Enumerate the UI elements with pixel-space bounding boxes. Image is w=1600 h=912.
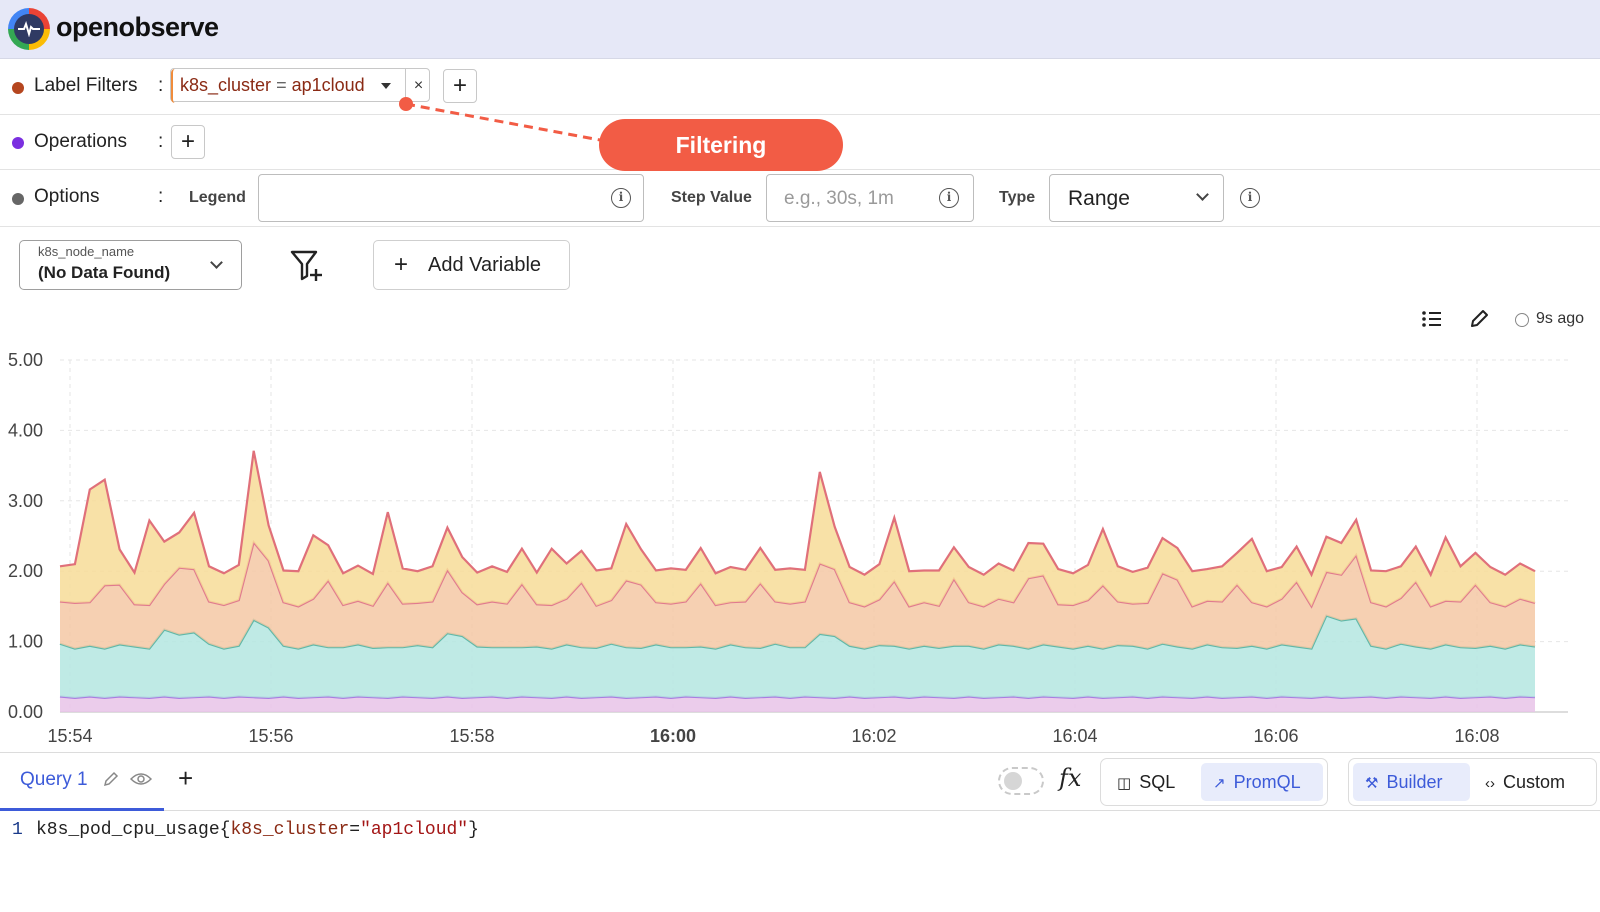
rename-pencil-icon[interactable] — [103, 771, 119, 787]
operations-colon: : — [158, 131, 164, 152]
label-filter-chip-selector[interactable]: k8s_cluster = ap1cloud — [171, 69, 405, 103]
x-tick-label: 16:06 — [1253, 726, 1298, 746]
options-colon: : — [158, 186, 164, 207]
label-filters-label: Label Filters — [34, 75, 138, 96]
x-tick-label: 16:02 — [851, 726, 896, 746]
clock-icon — [1515, 313, 1529, 327]
sql-label: SQL — [1139, 772, 1176, 792]
chevron-down-icon — [210, 256, 223, 269]
custom-button[interactable]: ‹› Custom — [1473, 763, 1594, 801]
variable-value: (No Data Found) — [38, 263, 171, 282]
promql-label: PromQL — [1233, 772, 1301, 792]
database-icon: ◫ — [1117, 775, 1132, 792]
query-code: k8s_pod_cpu_usage{k8s_cluster="ap1cloud"… — [36, 820, 479, 840]
filtering-annotation: Filtering — [599, 119, 843, 171]
series-line-4 — [59, 450, 1536, 578]
equals-sign: = — [349, 820, 361, 840]
closing-brace: } — [468, 820, 479, 840]
x-tick-label: 15:54 — [47, 726, 92, 746]
type-select-value: Range — [1068, 187, 1130, 210]
chip-label: k8s_cluster — [180, 75, 272, 95]
code-icon: ‹› — [1485, 775, 1495, 792]
add-label-filter-button[interactable]: + — [443, 69, 477, 103]
chip-value: ap1cloud — [291, 75, 365, 95]
label-filters-colon: : — [158, 75, 164, 96]
series-area-2 — [60, 615, 1535, 698]
chip-caret-icon[interactable] — [381, 83, 391, 89]
legend-input[interactable]: i — [258, 174, 644, 222]
legend-info-icon[interactable]: i — [611, 188, 631, 208]
k8s-node-name-variable[interactable]: k8s_node_name (No Data Found) — [19, 240, 242, 290]
query-bar: Query 1 + fx ◫ SQL ↗ PromQL ⚒ Builder ‹› Cus… — [0, 752, 1600, 811]
app-name: openobserve — [56, 12, 219, 42]
add-variable-label: Add Variable — [428, 254, 542, 276]
tab-query-1[interactable]: Query 1 — [20, 769, 153, 791]
options-label: Options — [34, 186, 100, 207]
query-mode-toggle: ⚒ Builder ‹› Custom — [1348, 758, 1597, 806]
y-tick-label: 5.00 — [8, 350, 43, 370]
label-filters-row: Label Filters : k8s_cluster = ap1cloud ×… — [0, 59, 1600, 115]
options-row: Options : Legend i Step Value e.g., 30s,… — [0, 170, 1600, 227]
series-area-3 — [60, 542, 1535, 649]
series-area-4 — [60, 450, 1535, 607]
type-info-icon[interactable]: i — [1240, 188, 1260, 208]
y-tick-label: 1.00 — [8, 632, 43, 652]
builder-label: Builder — [1386, 772, 1443, 792]
step-value-info-icon[interactable]: i — [939, 188, 959, 208]
operations-dot — [12, 137, 24, 149]
add-variable-button[interactable]: + Add Variable — [373, 240, 570, 290]
last-refreshed: 9s ago — [1536, 310, 1585, 327]
trend-icon: ↗ — [1213, 775, 1226, 792]
query-editor[interactable]: 1 k8s_pod_cpu_usage{k8s_cluster="ap1clou… — [0, 812, 1600, 912]
fx-function-button[interactable]: fx — [1059, 764, 1082, 792]
promql-button[interactable]: ↗ PromQL — [1201, 763, 1323, 801]
cpu-usage-chart: 0.00 1.00 2.00 3.00 4.00 5.00 15:54 15:56 15:58 1… — [8, 350, 1568, 746]
x-tick-label: 15:58 — [449, 726, 494, 746]
label-filters-dot — [12, 82, 24, 94]
query-toggle[interactable] — [998, 767, 1044, 795]
metric-name: k8s_pod_cpu_usage{ — [36, 820, 231, 840]
sql-button[interactable]: ◫ SQL — [1105, 763, 1201, 801]
variable-label: k8s_node_name — [38, 244, 135, 259]
add-query-button[interactable]: + — [178, 763, 194, 793]
add-filter-icon[interactable] — [289, 249, 325, 283]
step-value-label: Step Value — [671, 189, 752, 206]
chip-operator: = — [276, 75, 287, 95]
logo-icon — [8, 8, 50, 50]
app-header: openobserve — [0, 0, 1600, 59]
query-language-toggle: ◫ SQL ↗ PromQL — [1100, 758, 1328, 806]
step-value-input[interactable]: e.g., 30s, 1m i — [766, 174, 974, 222]
active-tab-indicator — [0, 808, 164, 811]
x-tick-label: 15:56 — [248, 726, 293, 746]
edit-pencil-icon[interactable] — [1468, 308, 1490, 330]
operations-label: Operations — [34, 131, 127, 152]
label-value: "ap1cloud" — [360, 820, 469, 840]
y-tick-label: 2.00 — [8, 561, 43, 581]
add-operation-button[interactable]: + — [171, 125, 205, 159]
custom-label: Custom — [1503, 772, 1566, 792]
legend-label: Legend — [189, 189, 246, 206]
options-dot — [12, 193, 24, 205]
x-tick-label: 16:08 — [1454, 726, 1499, 746]
type-label: Type — [999, 189, 1036, 206]
line-number: 1 — [12, 820, 23, 840]
query-tab-label: Query 1 — [20, 769, 88, 790]
chip-remove-button[interactable]: × — [405, 69, 431, 103]
series-area-1 — [60, 696, 1535, 712]
y-tick-label: 3.00 — [8, 491, 43, 511]
y-tick-label: 0.00 — [8, 702, 43, 722]
step-value-placeholder: e.g., 30s, 1m — [784, 188, 894, 209]
x-tick-label: 16:00 — [650, 726, 696, 746]
plus-icon: + — [394, 251, 409, 278]
type-select[interactable]: Range — [1049, 174, 1224, 222]
visibility-eye-icon[interactable] — [130, 771, 153, 787]
y-tick-label: 4.00 — [8, 420, 43, 440]
wrench-icon: ⚒ — [1365, 775, 1379, 792]
label-filter-chip[interactable]: k8s_cluster = ap1cloud × — [170, 68, 431, 103]
legend-list-icon[interactable] — [1421, 308, 1443, 330]
builder-button[interactable]: ⚒ Builder — [1353, 763, 1470, 801]
x-tick-label: 16:04 — [1052, 726, 1097, 746]
label-key: k8s_cluster — [230, 820, 350, 840]
